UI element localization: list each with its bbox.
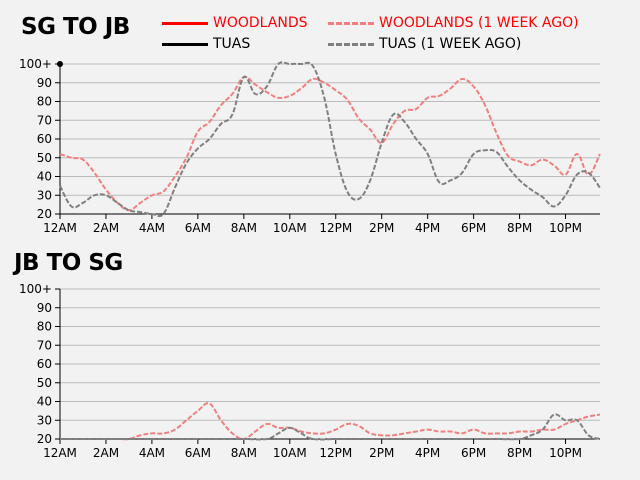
legend-item-tuas-week-ago[interactable]: TUAS (1 WEEK AGO)	[328, 34, 521, 54]
y-tick-label: 80	[37, 320, 52, 334]
y-tick-label: 60	[37, 132, 52, 146]
legend-swatch-tuas	[162, 42, 208, 46]
y-tick-label: 40	[37, 395, 52, 409]
x-tick-label: 10PM	[549, 446, 582, 460]
y-tick-label: 90	[37, 301, 52, 315]
x-tick-label: 6PM	[461, 221, 486, 235]
x-tick-label: 2PM	[369, 446, 394, 460]
y-tick-label: 40	[37, 170, 52, 184]
y-tick-label: 30	[37, 188, 52, 202]
legend-item-woodlands-week-ago[interactable]: WOODLANDS (1 WEEK AGO)	[328, 13, 579, 33]
y-tick-label: 100+	[19, 57, 52, 71]
x-tick-label: 4AM	[139, 446, 165, 460]
x-tick-label: 8AM	[231, 446, 257, 460]
y-tick-label: 60	[37, 357, 52, 371]
legend: WOODLANDS WOODLANDS (1 WEEK AGO) TUAS TU…	[162, 13, 632, 57]
series-line-woodlands-week-ago	[59, 75, 601, 212]
x-tick-label: 10AM	[273, 221, 307, 235]
x-tick-label: 6AM	[185, 221, 211, 235]
x-tick-label: 4PM	[415, 446, 440, 460]
y-tick-label: 70	[37, 113, 52, 127]
x-tick-label: 8PM	[507, 221, 532, 235]
y-tick-label: 90	[37, 76, 52, 90]
x-tick-label: 10PM	[549, 221, 582, 235]
legend-label-tuas-week-ago: TUAS (1 WEEK AGO)	[379, 36, 522, 52]
x-tick-label: 8AM	[231, 221, 257, 235]
x-tick-label: 8PM	[507, 446, 532, 460]
x-tick-label: 4AM	[139, 221, 165, 235]
y-tick-label: 30	[37, 413, 52, 427]
chart-sg-to-jb: 20 30 40 50 60 70 80 90 100+ 12AM 2AM 4AM 6AM 8AM 10AM…	[19, 57, 601, 235]
legend-swatch-woodlands-week-ago	[328, 21, 374, 25]
legend-item-tuas[interactable]: TUAS	[162, 34, 250, 54]
legend-swatch-woodlands	[162, 21, 208, 25]
x-tick-label: 12AM	[43, 446, 77, 460]
x-tick-label: 12AM	[43, 221, 77, 235]
x-tick-label: 6PM	[461, 446, 486, 460]
y-tick-label: 20	[37, 207, 52, 221]
y-tick-label: 50	[37, 376, 52, 390]
legend-swatch-tuas-week-ago	[328, 42, 374, 46]
y-tick-label: 50	[37, 151, 52, 165]
series-line-tuas-week-ago	[60, 413, 601, 441]
series-line-woodlands-week-ago	[60, 402, 601, 441]
legend-label-woodlands: WOODLANDS	[213, 15, 308, 31]
x-tick-label: 2AM	[93, 446, 119, 460]
chart-title-jb-to-sg: JB TO SG	[14, 250, 123, 276]
y-tick-label: 100+	[19, 282, 52, 296]
x-tick-label: 10AM	[273, 446, 307, 460]
chart-jb-to-sg: 20 30 40 50 60 70 80 90 100+ 12AM 2AM 4AM 6AM 8AM 10AM…	[19, 282, 601, 460]
current-point-marker	[57, 61, 63, 67]
x-tick-label: 12PM	[319, 221, 352, 235]
y-tick-label: 70	[37, 338, 52, 352]
x-tick-label: 2PM	[369, 221, 394, 235]
series-line-tuas-week-ago	[59, 61, 601, 218]
chart-title-sg-to-jb: SG TO JB	[21, 14, 130, 40]
x-tick-label: 4PM	[415, 221, 440, 235]
y-tick-label: 20	[37, 432, 52, 446]
x-tick-label: 2AM	[93, 221, 119, 235]
legend-label-woodlands-week-ago: WOODLANDS (1 WEEK AGO)	[379, 15, 579, 31]
y-tick-label: 80	[37, 95, 52, 109]
legend-item-woodlands[interactable]: WOODLANDS	[162, 13, 308, 33]
x-tick-label: 6AM	[185, 446, 211, 460]
legend-label-tuas: TUAS	[213, 36, 251, 52]
x-tick-label: 12PM	[319, 446, 352, 460]
